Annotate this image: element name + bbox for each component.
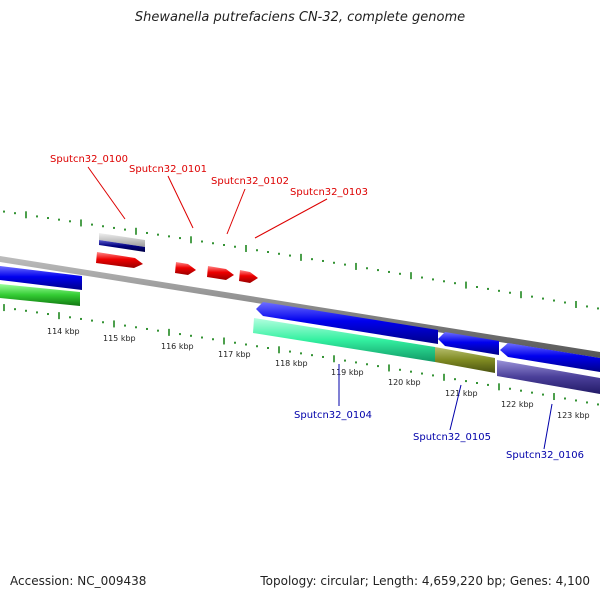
feature-bar-navy [99,240,145,252]
gene-arrow-left-edge [0,266,82,290]
reverse-features [0,266,600,394]
gene-arrow-sputcn32-0104 [256,302,438,344]
feature-bar-silver [99,233,145,247]
tick-label: 114 kbp [47,327,80,336]
tick-label: 116 kbp [161,342,194,351]
gene-label-sputcn32-0106: Sputcn32_0106 [506,450,584,461]
gene-label-sputcn32-0101: Sputcn32_0101 [129,164,207,175]
genome-backbone [0,256,600,358]
gene-arrow-sputcn32-0100 [96,252,143,268]
outer-tick-row [3,210,599,310]
leader-sputcn32-0101 [167,175,194,229]
gene-arrow-sputcn32-0102 [207,266,234,280]
gene-label-sputcn32-0102: Sputcn32_0102 [211,176,289,187]
gene-labels: Sputcn32_0100 Sputcn32_0101 Sputcn32_010… [50,154,584,461]
tick-label: 118 kbp [275,359,308,368]
gene-arrow-sputcn32-0105 [438,332,499,355]
inner-tick-row [3,304,599,406]
gene-arrow-sputcn32-0103 [239,270,258,283]
gene-label-sputcn32-0105: Sputcn32_0105 [413,432,491,443]
tick-label: 123 kbp [557,411,590,420]
feature-bar-olive [435,347,495,373]
leader-sputcn32-0105 [449,384,462,431]
gene-arrow-sputcn32-0101 [175,262,196,275]
gene-label-sputcn32-0103: Sputcn32_0103 [290,187,368,198]
gene-label-sputcn32-0100: Sputcn32_0100 [50,154,128,165]
tick-label: 119 kbp [331,368,364,377]
feature-bar-green-left [0,284,80,306]
leader-sputcn32-0103 [254,198,328,239]
label-leaders [87,166,553,450]
feature-bar-aqua [253,318,435,362]
tick-label: 120 kbp [388,378,421,387]
page-title: Shewanella putrefaciens CN-32, complete … [134,10,466,25]
leader-sputcn32-0102 [226,188,246,235]
topology-text: Topology: circular; Length: 4,659,220 bp… [260,574,590,588]
accession-text: Accession: NC_009438 [10,574,147,588]
forward-features [96,233,258,283]
tick-label: 122 kbp [501,400,534,409]
tick-label: 115 kbp [103,334,136,343]
tick-label: 121 kbp [445,389,478,398]
tick-label: 117 kbp [218,350,251,359]
gene-label-sputcn32-0104: Sputcn32_0104 [294,410,372,421]
leader-sputcn32-0100 [87,166,126,220]
coordinate-labels: 114 kbp 115 kbp 116 kbp 117 kbp 118 kbp … [47,327,590,420]
feature-bar-slate [497,360,600,394]
leader-sputcn32-0106 [543,403,553,450]
gene-arrow-sputcn32-0106 [500,343,600,372]
